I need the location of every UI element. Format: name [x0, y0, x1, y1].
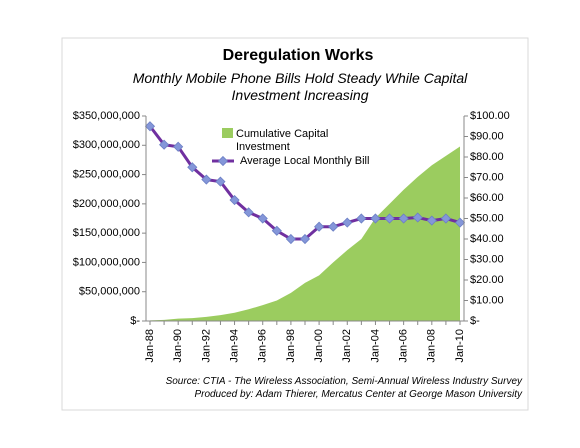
y2-tick-label: $70.00: [470, 171, 504, 183]
x-tick-label: Jan-94: [228, 329, 240, 363]
marker: [144, 121, 156, 132]
legend-label: Cumulative Capital Investment: [236, 128, 329, 153]
marker: [342, 217, 353, 228]
y-tick-label: $200,000,000: [73, 198, 140, 210]
marker: [398, 213, 409, 224]
x-tick-label: Jan-02: [341, 329, 353, 363]
marker: [285, 233, 296, 245]
y2-tick-label: $100.00: [470, 110, 510, 122]
marker: [370, 213, 381, 224]
marker: [243, 207, 254, 218]
marker: [384, 213, 395, 224]
y2-tick-label: $90.00: [470, 130, 504, 142]
y2-tick-label: $20.00: [470, 274, 504, 286]
x-tick-label: Jan-90: [172, 329, 184, 363]
marker: [173, 141, 184, 152]
x-tick-label: Jan-92: [200, 329, 212, 363]
y-tick-label: $150,000,000: [73, 227, 140, 239]
marker: [314, 221, 325, 232]
legend-swatch: [222, 128, 233, 138]
chart-subtitle: Monthly Mobile Phone Bills Hold Steady W…: [132, 70, 468, 103]
x-tick-label: Jan-06: [398, 329, 410, 363]
y-tick-label: $250,000,000: [73, 168, 140, 180]
y2-tick-label: $-: [470, 315, 480, 327]
marker: [440, 213, 451, 224]
y-tick-label: $100,000,000: [73, 256, 140, 268]
source-note: Produced by: Adam Thierer, Mercatus Cent…: [194, 389, 522, 400]
marker: [201, 174, 212, 185]
x-tick-label: Jan-88: [144, 329, 156, 363]
marker: [328, 221, 339, 232]
area: [150, 146, 460, 321]
x-tick-label: Jan-00: [313, 329, 325, 363]
chart-title: Deregulation Works: [222, 47, 374, 64]
x-tick-label: Jan-08: [426, 329, 438, 363]
x-tick-label: Jan-98: [285, 329, 297, 363]
x-tick-label: Jan-04: [369, 329, 381, 363]
marker: [159, 139, 170, 150]
marker: [229, 194, 240, 206]
y-tick-label: $350,000,000: [73, 110, 140, 122]
legend-marker: [217, 155, 229, 167]
y-tick-label: $50,000,000: [79, 286, 140, 298]
legend-label: Average Local Monthly Bill: [240, 155, 370, 167]
marker: [187, 162, 198, 173]
marker: [356, 213, 367, 224]
y-tick-label: $-: [130, 315, 140, 327]
y2-tick-label: $60.00: [470, 192, 504, 204]
y2-tick-label: $40.00: [470, 233, 504, 245]
marker: [257, 213, 268, 224]
x-tick-label: Jan-10: [454, 329, 466, 363]
source-note: Source: CTIA - The Wireless Association,…: [165, 376, 522, 387]
marker: [299, 233, 311, 245]
y2-tick-label: $50.00: [470, 212, 504, 224]
marker: [426, 215, 437, 226]
y2-tick-label: $80.00: [470, 151, 504, 163]
marker: [412, 212, 423, 223]
marker: [215, 176, 226, 187]
chart-frame: [61, 37, 529, 411]
y-tick-label: $300,000,000: [73, 139, 140, 151]
marker: [271, 225, 282, 236]
x-tick-label: Jan-96: [257, 329, 269, 363]
y2-tick-label: $30.00: [470, 253, 504, 265]
marker: [454, 217, 466, 228]
y2-tick-label: $10.00: [470, 294, 504, 306]
